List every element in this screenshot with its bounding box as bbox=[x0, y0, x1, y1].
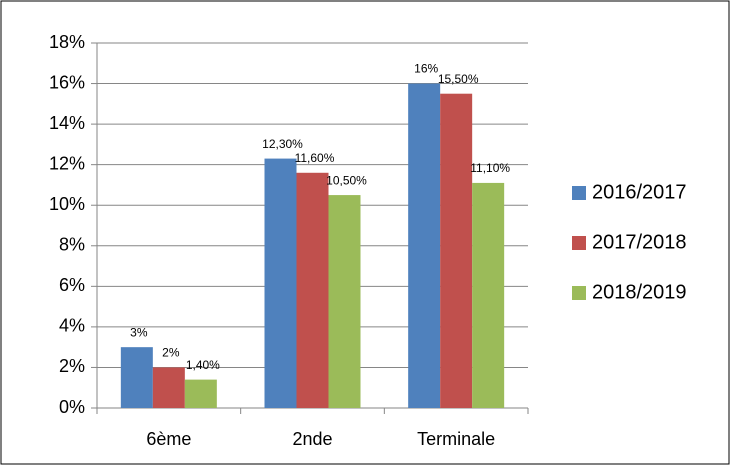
value-label: 2% bbox=[162, 346, 180, 360]
legend-swatch bbox=[572, 186, 586, 200]
y-tick-label: 18% bbox=[49, 32, 85, 52]
legend-swatch bbox=[572, 236, 586, 250]
bar bbox=[440, 93, 473, 408]
y-tick-label: 6% bbox=[59, 275, 85, 295]
bar bbox=[296, 172, 329, 408]
value-label: 11,10% bbox=[470, 161, 510, 175]
y-tick-label: 4% bbox=[59, 316, 85, 336]
bar bbox=[472, 182, 505, 408]
x-tick-label: 6ème bbox=[146, 429, 191, 449]
value-label: 12,30% bbox=[262, 137, 303, 151]
bar bbox=[184, 379, 217, 408]
bar bbox=[328, 195, 361, 408]
y-tick-label: 14% bbox=[49, 113, 85, 133]
legend-label: 2016/2017 bbox=[592, 181, 687, 203]
legend-label: 2017/2018 bbox=[592, 231, 687, 253]
bar bbox=[152, 367, 185, 408]
value-label: 11,60% bbox=[295, 151, 335, 165]
y-tick-label: 2% bbox=[59, 356, 85, 376]
value-label: 1,40% bbox=[186, 358, 220, 372]
bar bbox=[264, 158, 297, 408]
y-tick-label: 10% bbox=[49, 194, 85, 214]
y-tick-label: 12% bbox=[49, 153, 85, 173]
y-tick-label: 16% bbox=[49, 72, 85, 92]
value-label: 3% bbox=[130, 325, 148, 339]
y-tick-label: 8% bbox=[59, 235, 85, 255]
x-tick-label: Terminale bbox=[417, 429, 495, 449]
bar bbox=[408, 83, 441, 409]
legend-swatch bbox=[572, 286, 586, 300]
bar bbox=[120, 347, 153, 408]
value-label: 15,50% bbox=[438, 72, 479, 86]
value-label: 16% bbox=[414, 62, 438, 76]
value-label: 10,50% bbox=[326, 173, 367, 187]
y-tick-label: 0% bbox=[59, 397, 85, 417]
x-tick-label: 2nde bbox=[292, 429, 332, 449]
legend-label: 2018/2019 bbox=[592, 281, 687, 303]
